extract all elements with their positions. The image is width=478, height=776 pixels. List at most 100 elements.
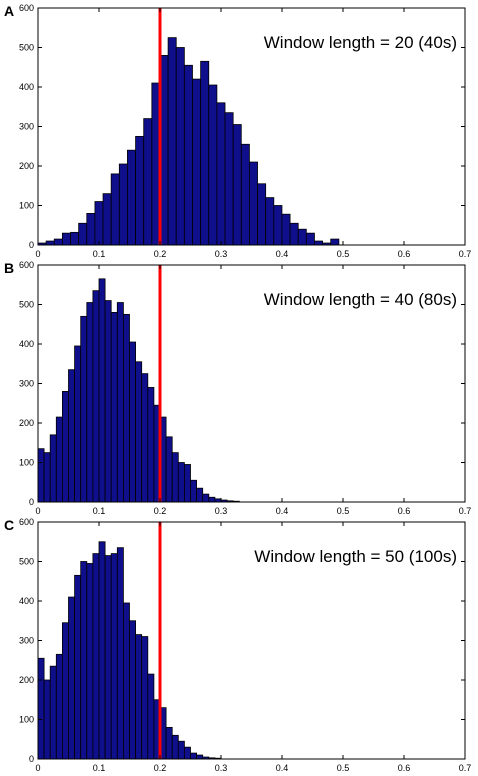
- y-tick-label: 300: [19, 122, 34, 132]
- histogram-bar: [330, 238, 340, 246]
- histogram-bar: [37, 657, 45, 760]
- histogram-bar: [141, 373, 149, 503]
- histogram-bar: [183, 64, 193, 246]
- histogram-bar: [110, 311, 118, 503]
- histogram-bar: [314, 240, 323, 246]
- y-tick-label: 600: [19, 3, 34, 13]
- histogram-bar: [305, 232, 315, 246]
- histogram-bar: [68, 596, 75, 760]
- histogram-bar: [143, 118, 153, 246]
- y-tick-label: 0: [29, 240, 34, 250]
- x-tick-label: 0.3: [215, 763, 228, 773]
- histogram-bar: [62, 390, 69, 503]
- histogram-bar: [190, 752, 197, 760]
- y-tick-label: 200: [19, 418, 34, 428]
- histogram-bar: [281, 213, 291, 246]
- x-tick-label: 0.2: [154, 249, 167, 259]
- x-tick-label: 0.1: [93, 249, 106, 259]
- histogram-bar: [110, 173, 120, 246]
- histogram-bar: [104, 300, 112, 503]
- histogram-bar: [116, 547, 124, 760]
- x-tick-label: 0: [35, 763, 40, 773]
- histogram-bar: [192, 78, 202, 246]
- histogram-bar: [167, 37, 177, 246]
- histogram-bar: [175, 47, 185, 246]
- histogram-bar: [129, 620, 136, 760]
- histogram-bar: [123, 602, 130, 760]
- histogram-bar: [129, 341, 136, 503]
- y-tick-label: 200: [19, 161, 34, 171]
- x-tick-label: 0.4: [276, 506, 289, 516]
- histogram-bar: [86, 212, 96, 246]
- panel-letter: B: [4, 260, 14, 276]
- histogram-bar: [265, 197, 275, 246]
- y-tick-label: 500: [19, 43, 34, 53]
- x-tick-label: 0: [35, 249, 40, 259]
- panel-letter: C: [4, 517, 14, 533]
- x-tick-label: 0.6: [398, 249, 411, 259]
- x-tick-label: 0.5: [337, 763, 350, 773]
- histogram-bar: [257, 183, 267, 246]
- histogram-bar: [86, 302, 94, 503]
- histogram-bar: [147, 387, 155, 503]
- histogram-bar: [135, 634, 143, 760]
- histogram-bar: [177, 462, 185, 503]
- histogram-bar: [49, 665, 57, 760]
- histogram-bar: [123, 313, 130, 503]
- y-tick-label: 600: [19, 260, 34, 270]
- histogram-bar: [171, 734, 179, 760]
- x-tick-label: 0.1: [93, 506, 106, 516]
- x-tick-label: 0.7: [459, 763, 472, 773]
- histogram-bar: [43, 452, 51, 503]
- histogram-bar: [297, 228, 307, 246]
- histogram-bar: [92, 290, 100, 503]
- histogram-panel-a: 0 0.1 0.2 0.3 0.4 0.5 0.6 0.7 0 100 200 300 400 500 60…: [4, 3, 471, 259]
- histogram-bar: [110, 553, 118, 760]
- histogram-bar: [74, 345, 82, 503]
- histogram-bar: [78, 222, 88, 246]
- histogram-bar: [202, 493, 210, 503]
- x-tick-label: 0.4: [276, 763, 289, 773]
- histogram-bar: [273, 205, 283, 246]
- histogram-bar: [61, 232, 71, 246]
- y-tick-label: 100: [19, 715, 34, 725]
- y-tick-label: 100: [19, 458, 34, 468]
- histogram-bar: [200, 60, 210, 246]
- histogram-bar: [183, 464, 191, 503]
- histogram-bar: [208, 496, 216, 503]
- histogram-bar: [249, 161, 258, 246]
- x-tick-label: 0.3: [215, 506, 228, 516]
- histogram-bar: [62, 622, 69, 760]
- x-tick-label: 0.6: [398, 763, 411, 773]
- x-tick-label: 0: [35, 506, 40, 516]
- y-tick-label: 400: [19, 82, 34, 92]
- window-length-annotation: Window length = 20 (40s): [264, 33, 457, 52]
- histogram-panel-c: 0 0.1 0.2 0.3 0.4 0.5 0.6 0.7 0 100 200 300 400 500 60…: [4, 517, 471, 773]
- histogram-bar: [208, 84, 218, 246]
- histogram-bar: [127, 149, 136, 246]
- histogram-bar: [171, 452, 179, 503]
- histogram-bar: [74, 574, 82, 760]
- histogram-panel-b: 0 0.1 0.2 0.3 0.4 0.5 0.6 0.7 0 100 200 300 400 500 60…: [4, 260, 471, 516]
- histogram-bar: [43, 679, 51, 760]
- y-tick-label: 300: [19, 379, 34, 389]
- histogram-bar: [37, 448, 45, 503]
- histogram-bar: [49, 434, 57, 503]
- x-tick-label: 0.5: [337, 249, 350, 259]
- x-tick-label: 0.2: [154, 506, 167, 516]
- histogram-bar: [98, 541, 106, 760]
- histogram-bar: [147, 673, 155, 760]
- window-length-annotation: Window length = 50 (100s): [254, 547, 457, 566]
- x-tick-label: 0.2: [154, 763, 167, 773]
- histogram-bar: [53, 238, 63, 246]
- panel-letter: A: [4, 3, 14, 19]
- histogram-bar: [289, 222, 299, 246]
- x-tick-label: 0.7: [459, 506, 472, 516]
- histogram-bar: [102, 193, 112, 246]
- x-tick-label: 0.4: [276, 249, 289, 259]
- window-length-annotation: Window length = 40 (80s): [264, 290, 457, 309]
- x-tick-label: 0.3: [215, 249, 228, 259]
- histogram-bar: [190, 479, 197, 503]
- y-tick-label: 0: [29, 497, 34, 507]
